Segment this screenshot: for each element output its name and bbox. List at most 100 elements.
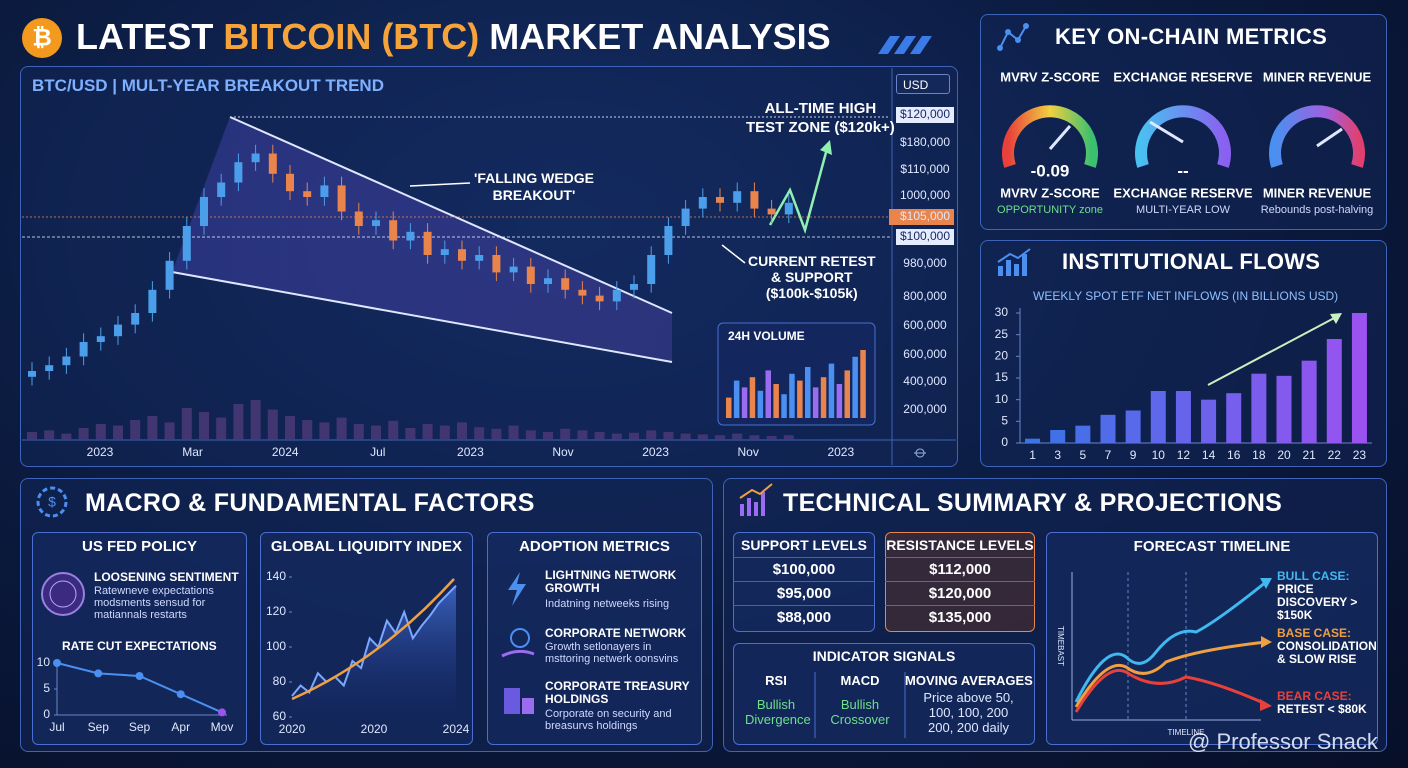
volume-bar [525, 430, 536, 440]
gauge-note: OPPORTUNITY zone [997, 204, 1103, 216]
fed-body: Ratewneve expectations modsments sensud … [94, 585, 214, 621]
gauge-arc [1002, 105, 1098, 168]
case-name: BULL CASE: [1277, 569, 1350, 583]
gauge-needle [1316, 127, 1343, 148]
bar [1175, 391, 1191, 443]
volume-bar [457, 422, 467, 440]
card-title: US FED POLICY [81, 538, 197, 555]
panel-title: KEY ON-CHAIN METRICS [1055, 24, 1328, 49]
volume-bar [267, 409, 278, 440]
candle-body [234, 162, 243, 183]
bar [1050, 430, 1066, 443]
gauge-label: MVRV Z-SCORE [1000, 185, 1100, 200]
fed-heading: LOOSENING SENTIMENT [94, 570, 239, 584]
volume-bar [491, 428, 502, 440]
support-card [733, 532, 875, 632]
gauge-arc [1269, 105, 1365, 168]
volume-bar [388, 420, 399, 440]
candle-body [337, 185, 346, 212]
y-tick-label: 10 [995, 392, 1009, 406]
price-chart: 24H VOLUME 2023 Mar 2024 Jul 2023 Nov 2023 Nov 2… [22, 68, 956, 465]
label-box [889, 209, 954, 225]
x-tick-label: 2023 [457, 445, 484, 459]
indicator-signal: Price above 50, 100, 100, 200 200, 200 d… [923, 690, 1014, 735]
y-tick-label: 20 [995, 349, 1009, 363]
candle-body [750, 191, 759, 209]
volume-inset [717, 322, 876, 426]
point [176, 690, 185, 699]
y-tick-label: 0 [1001, 435, 1008, 449]
svg-text:$: $ [48, 494, 56, 510]
panel-title: MACRO & FUNDAMENTAL FACTORS [85, 489, 535, 517]
x-tick-label: 2020 [361, 722, 388, 736]
indicator-signal: Bullish Divergence [745, 697, 811, 727]
candle-body [217, 182, 226, 197]
volume-bar [663, 432, 674, 440]
candle-body [647, 255, 656, 284]
candle-body [354, 211, 363, 226]
case-detail: CONSOLIDATION & SLOW RISE [1277, 639, 1377, 666]
volume-bar [805, 367, 811, 418]
volume-bar [697, 434, 708, 440]
y-tick-label: 80 [273, 674, 287, 688]
x-tick-label: 22 [1328, 448, 1342, 462]
volume-bar [371, 425, 381, 440]
volume-bar [302, 420, 313, 440]
adoption-body: Growth setlonayers in msttoring netwerk … [545, 641, 679, 665]
x-tick-label: 2024 [272, 445, 299, 459]
card-title: RESISTANCE LEVELS [886, 537, 1034, 553]
rate-chart: 0 5 10 Jul Sep Sep Apr Mov [37, 655, 234, 734]
candle-body [612, 289, 621, 302]
x-tick-label: 12 [1177, 448, 1191, 462]
level: $112,000 [885, 557, 1035, 582]
bar [1150, 391, 1166, 443]
candle-body [664, 226, 673, 255]
candle-body [165, 260, 174, 290]
case-name: BEAR CASE: [1277, 689, 1352, 703]
x-tick-label: 16 [1227, 448, 1241, 462]
x-tick-label: Jul [370, 445, 385, 459]
x-tick-label: 2023 [827, 445, 854, 459]
bar [1226, 393, 1242, 443]
price-label: 600,000 [903, 347, 947, 361]
arrow-head [1260, 699, 1272, 711]
x-tick-label: Apr [171, 720, 190, 734]
candle-body [114, 324, 122, 337]
watermark: @ Professor Snack [1188, 729, 1378, 754]
bar [1125, 410, 1141, 443]
x-tick-label: Nov [552, 445, 573, 459]
gauge-note: MULTI-YEAR LOW [1136, 204, 1231, 216]
gauge-name: MVRV Z-SCORE [1000, 69, 1100, 84]
x-tick-label: Jul [49, 720, 64, 734]
y-tick-label: 5 [1001, 414, 1008, 428]
price-label: $105,000 [900, 209, 950, 223]
volume-bar [95, 424, 106, 440]
adoption-body: Indatning netweeks rising [545, 598, 670, 610]
volume-bar [797, 380, 803, 418]
gauge-arc [1135, 105, 1231, 168]
annotation-arrow [409, 182, 471, 187]
candle-body [251, 153, 260, 163]
candle-body [492, 255, 501, 273]
annotation-line: CURRENT RETEST [748, 253, 876, 269]
volume-bar [44, 430, 55, 440]
volume-bar [560, 428, 571, 440]
card-title: INDICATOR SIGNALS [812, 648, 956, 664]
chart-icon [739, 483, 773, 516]
currency-select[interactable]: USD [896, 74, 950, 94]
volume-bar [353, 424, 364, 440]
volume-bar [285, 416, 295, 440]
indicator-name: MOVING AVERAGES [905, 673, 1033, 688]
svg-text:₿: ₿ [32, 24, 52, 51]
price-label: $180,000 [900, 135, 950, 149]
candle-body [544, 278, 552, 284]
x-tick-label: Sep [88, 720, 110, 734]
fed-seal [41, 572, 85, 616]
annotation-line: ($100k-$105k) [765, 285, 858, 301]
x-tick-label: 2020 [279, 722, 306, 736]
network-icon [997, 23, 1029, 51]
liquidity-chart: 60 80 100 120 140 2020 2020 2024 [266, 569, 470, 736]
card-title: SUPPORT LEVELS [740, 537, 868, 553]
volume-bar [812, 387, 819, 418]
wedge-line [229, 116, 673, 314]
